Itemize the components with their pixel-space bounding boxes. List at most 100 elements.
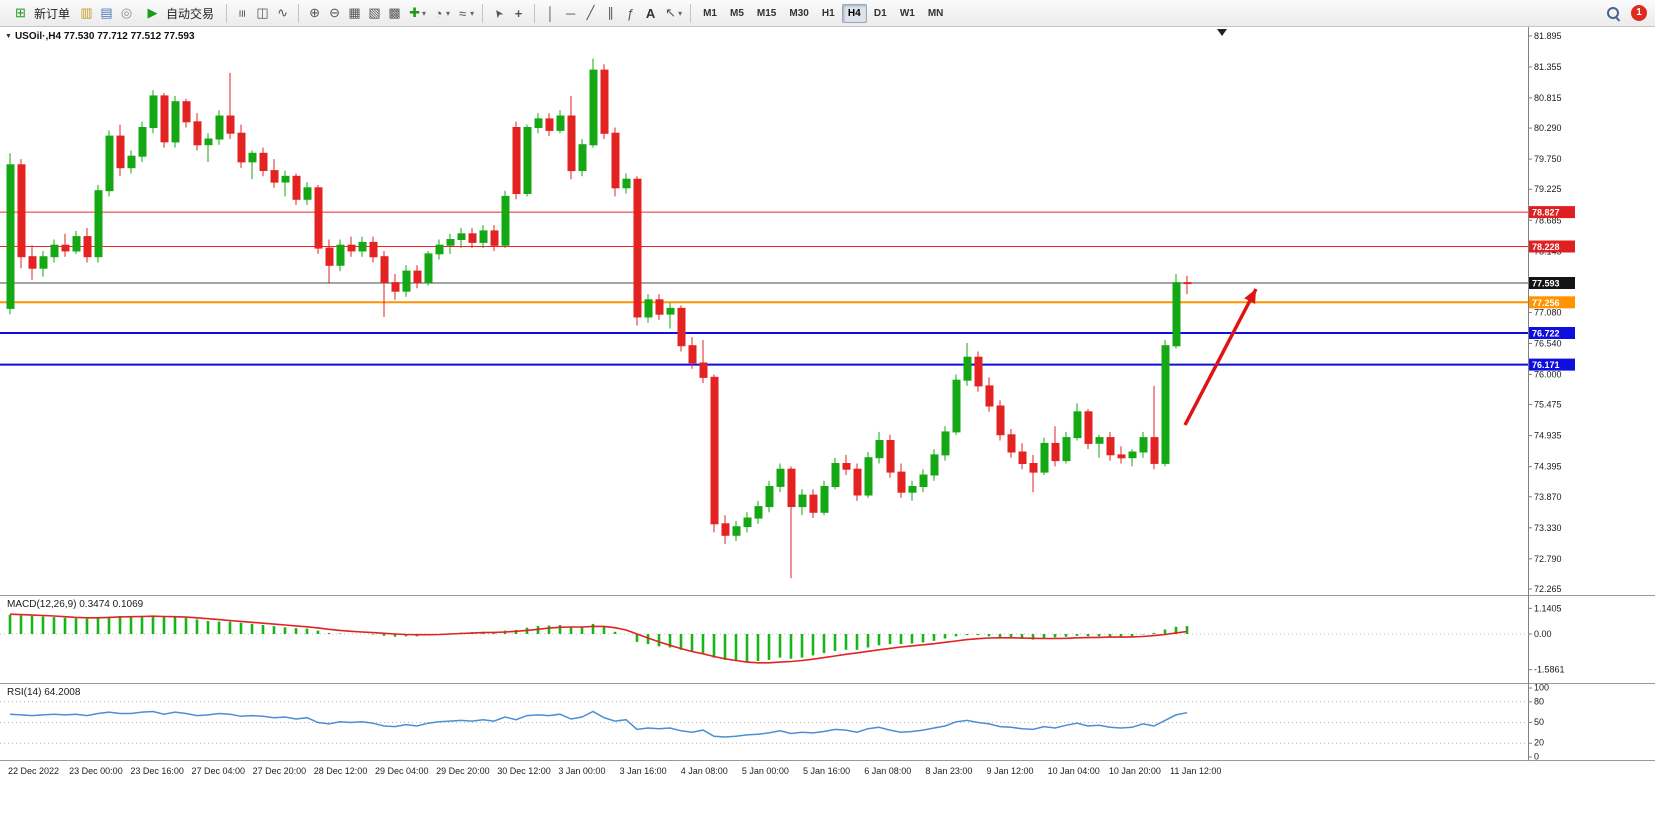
axis-label: 9 Jan 12:00 — [987, 766, 1034, 776]
new-order-button[interactable]: ⊞ 新订单 — [5, 1, 76, 26]
axis-label: 80.815 — [1534, 93, 1562, 103]
symbol-dropdown-icon[interactable]: ▼ — [5, 33, 12, 40]
axis-label: 72.790 — [1534, 554, 1562, 564]
axis-label: 76.171 — [1532, 360, 1560, 370]
timeframe-button-d1[interactable]: D1 — [868, 4, 893, 23]
chevron-down-icon: ▾ — [422, 8, 427, 18]
axis-label: 78.228 — [1532, 242, 1560, 252]
axis-label: 100 — [1534, 683, 1549, 693]
axis-label: 73.330 — [1534, 523, 1562, 533]
arrows-dropdown[interactable]: ↖ ▾ — [661, 4, 684, 23]
vertical-line-tool-icon[interactable]: │ — [546, 5, 555, 21]
zoom-in-icon[interactable]: ⊕ — [309, 5, 320, 20]
axis-label: 27 Dec 04:00 — [191, 766, 245, 776]
axis-label: 75.475 — [1534, 400, 1562, 410]
candlestick-icon[interactable]: ◫ — [256, 5, 269, 20]
price-tag: 76.722 — [1529, 327, 1575, 339]
rsi-indicator-label: RSI(14) 64.2008 — [7, 687, 81, 698]
chevron-down-icon: ▾ — [470, 8, 475, 18]
axis-label: 77.256 — [1532, 298, 1560, 308]
axis-label: 74.395 — [1534, 462, 1562, 472]
axis-label: 10 Jan 20:00 — [1109, 766, 1161, 776]
indicators-icon: ≈ — [458, 5, 467, 21]
axis-label: 3 Jan 16:00 — [620, 766, 667, 776]
cascade-windows-icon[interactable]: ▧ — [368, 5, 381, 20]
axis-label: 1.1405 — [1534, 603, 1562, 613]
axis-label: 0.00 — [1534, 629, 1552, 639]
arrow-tool-icon: ↖ — [665, 5, 677, 20]
timeframe-button-m15[interactable]: M15 — [751, 4, 782, 23]
trendline-tool-icon[interactable]: ╱ — [586, 5, 595, 20]
axis-label: 22 Dec 2022 — [8, 766, 59, 776]
line-chart-icon[interactable]: ∿ — [277, 5, 288, 20]
axis-label: 72.265 — [1534, 584, 1562, 594]
cursor-icon[interactable]: ➤ — [491, 5, 507, 20]
channel-tool-icon[interactable]: ∥ — [607, 5, 614, 20]
chevron-down-icon: ▾ — [446, 8, 451, 18]
axis-label: 78.685 — [1534, 215, 1562, 225]
autotrading-icon: ▶ — [147, 5, 158, 20]
new-order-label: 新订单 — [34, 6, 71, 21]
text-tool-icon[interactable]: A — [645, 5, 656, 21]
axis-label: 76.722 — [1532, 328, 1560, 338]
axis-label: 80.290 — [1534, 123, 1562, 133]
axis-label: 3 Jan 00:00 — [558, 766, 605, 776]
axis-label: 11 Jan 12:00 — [1170, 766, 1221, 776]
price-tag: 77.593 — [1529, 277, 1575, 289]
candlestick-series — [6, 58, 1192, 579]
axis-label: 76.540 — [1534, 338, 1562, 348]
timeframe-button-h1[interactable]: H1 — [816, 4, 841, 23]
add-window-icon: ✚ — [409, 5, 420, 20]
notification-badge[interactable]: 1 — [1631, 5, 1647, 21]
timeframe-button-mn[interactable]: MN — [922, 4, 950, 23]
axis-label: 27 Dec 20:00 — [253, 766, 307, 776]
profiles-icon[interactable]: ▤ — [100, 5, 113, 20]
axis-label: 74.935 — [1534, 431, 1562, 441]
main-toolbar: ⊞ 新订单 ▥ ▤ ◎ ▶ 自动交易 ≡ ◫ ∿ ⊕ ⊖ ▦ ▧ ▩ ✚ ▾ ◔… — [0, 0, 1655, 27]
axis-label: 20 — [1534, 738, 1544, 748]
axis-label: 8 Jan 23:00 — [925, 766, 972, 776]
toolbar-separator — [482, 3, 484, 23]
toolbar-separator — [298, 3, 300, 23]
new-chart-dropdown[interactable]: ✚ ▾ — [405, 4, 428, 23]
annotation-arrow-head — [1244, 289, 1256, 304]
timeframe-button-h4[interactable]: H4 — [841, 3, 867, 23]
annotation-arrow[interactable] — [1183, 288, 1258, 426]
bar-chart-icon[interactable]: ≡ — [235, 9, 251, 17]
timeframe-button-m1[interactable]: M1 — [697, 4, 723, 23]
timeframe-button-m5[interactable]: M5 — [724, 4, 750, 23]
axis-label: 79.750 — [1534, 154, 1562, 164]
search-icon[interactable] — [1604, 4, 1622, 22]
axis-label: 6 Jan 08:00 — [864, 766, 911, 776]
price-tag: 77.256 — [1529, 296, 1575, 309]
axis-label: 10 Jan 04:00 — [1048, 766, 1100, 776]
crosshair-icon[interactable]: + — [514, 5, 523, 21]
indicators-dropdown[interactable]: ≈ ▾ — [453, 4, 476, 23]
time-marker-icon[interactable] — [1217, 29, 1227, 36]
axis-label: 23 Dec 00:00 — [69, 766, 123, 776]
axis-label: 0 — [1534, 752, 1539, 762]
axis-label: 81.895 — [1534, 31, 1562, 41]
axis-label: 28 Dec 12:00 — [314, 766, 368, 776]
price-chart[interactable]: 81.895 81.355 80.815 80.290 79.750 79.225 78.6… — [0, 27, 1655, 827]
chart-title-text: USOil·,H4 77.530 77.712 77.512 77.593 — [14, 31, 195, 42]
macd-indicator-label: MACD(12,26,9) 0.3474 0.1069 — [7, 599, 144, 610]
community-icon[interactable]: ◎ — [120, 5, 133, 20]
grid-icon[interactable]: ▦ — [348, 5, 361, 20]
axis-label: 50 — [1534, 717, 1544, 727]
rsi-line — [9, 710, 1188, 738]
macd-signal-line — [9, 613, 1188, 664]
period-dropdown[interactable]: ◔ ▾ — [429, 4, 452, 23]
horizontal-line-tool-icon[interactable]: ─ — [565, 5, 576, 21]
timeframe-button-w1[interactable]: W1 — [894, 4, 921, 23]
axis-label: 23 Dec 16:00 — [130, 766, 184, 776]
fibonacci-tool-icon[interactable]: ƒ — [626, 5, 635, 21]
axis-label: 77.593 — [1532, 278, 1560, 288]
autotrading-button[interactable]: ▶ 自动交易 — [137, 1, 220, 26]
chart-symbol-title[interactable]: ▼ USOil·,H4 77.530 77.712 77.512 77.593 — [5, 31, 195, 42]
axis-label: -1.5861 — [1534, 665, 1565, 675]
timeframe-button-m30[interactable]: M30 — [783, 4, 814, 23]
zoom-out-icon[interactable]: ⊖ — [329, 5, 340, 20]
charts-icon[interactable]: ▥ — [80, 5, 93, 20]
tile-windows-icon[interactable]: ▩ — [388, 5, 401, 20]
